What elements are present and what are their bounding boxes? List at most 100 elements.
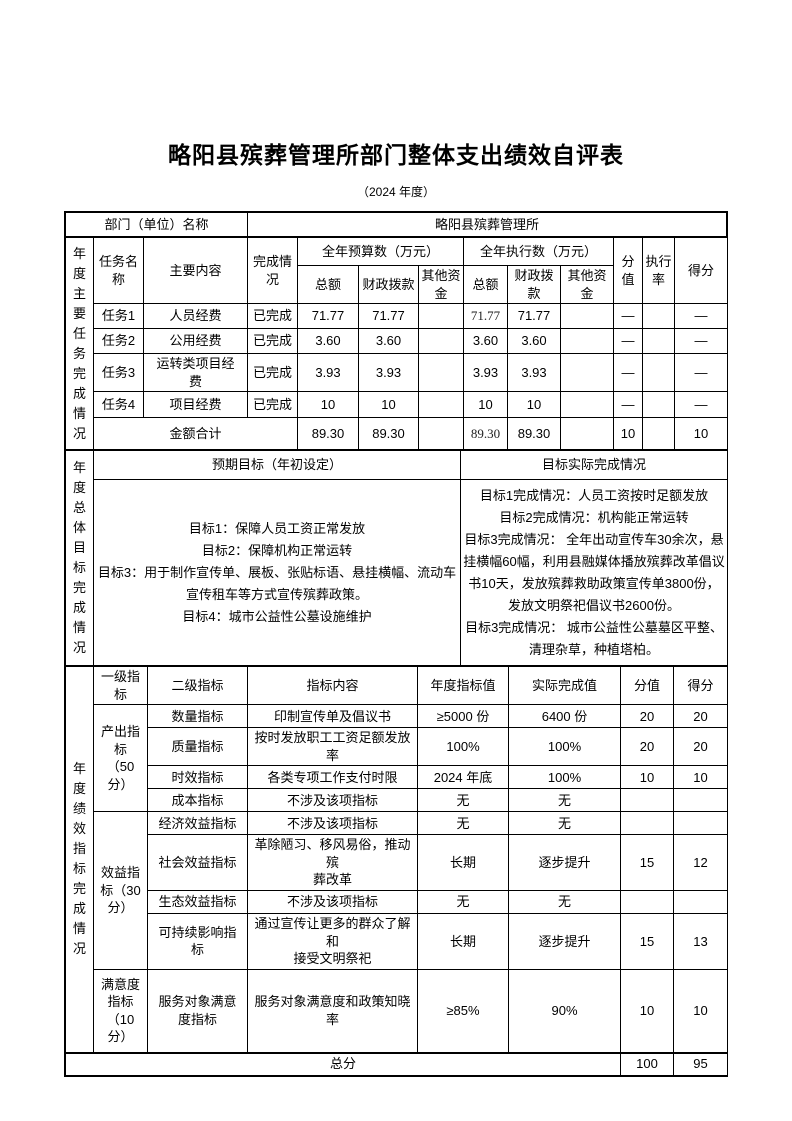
section-c-side-label: 年度绩效指标完成情况 <box>72 761 86 957</box>
task-status: 已完成 <box>247 391 298 419</box>
indicator-target: 长期 <box>417 834 509 892</box>
task-content: 人员经费 <box>143 303 248 330</box>
indicator-row: 社会效益指标 革除陋习、移风易俗，推动殡 葬改革 长期 逐步提升 15 12 <box>66 834 728 892</box>
task-points: — <box>613 328 643 355</box>
task-exec-rate <box>642 391 675 419</box>
sum-exec-total: 89.30 <box>463 417 508 451</box>
task-points: — <box>613 391 643 419</box>
indicator-level2: 社会效益指标 <box>147 834 248 892</box>
indicator-content: 按时发放职工工资足额发放率 <box>247 727 418 767</box>
group-satisfaction-indicators: 满意度 指标 （10 分） <box>93 968 148 1053</box>
task-budget-total: 3.60 <box>297 328 359 355</box>
indicator-target: 2024 年底 <box>417 765 509 790</box>
task-exec-other <box>560 353 614 393</box>
expected-goals-cell: 目标1：保障人员工资正常发放 目标2：保障机构正常运转 目标3：用于制作宣传单、… <box>93 479 461 667</box>
col-header-main-content: 主要内容 <box>143 236 248 305</box>
task-budget-fiscal: 3.60 <box>358 328 419 355</box>
sum-exec-other <box>560 417 614 451</box>
task-content: 项目经费 <box>143 391 248 419</box>
indicator-target: ≥85% <box>417 968 509 1053</box>
col-header-level1-indicator: 一级指标 <box>93 666 148 706</box>
task-budget-total: 3.93 <box>297 353 359 393</box>
task-exec-fiscal: 10 <box>507 391 561 419</box>
task-budget-other <box>418 303 464 330</box>
task-row: 任务3 运转类项目经 费 已完成 3.93 3.93 3.93 3.93 — — <box>66 353 728 393</box>
actual-goal-line: 目标2完成情况：机构能正常运转 <box>499 509 689 525</box>
expected-goal-line: 目标4：城市公益性公墓设施维护 <box>182 608 372 624</box>
indicator-score: 20 <box>673 727 728 767</box>
task-score: — <box>674 391 728 419</box>
indicator-target: ≥5000 份 <box>417 704 509 729</box>
indicator-row: 质量指标 按时发放职工工资足额发放率 100% 100% 20 20 <box>66 727 728 767</box>
task-row: 任务4 项目经费 已完成 10 10 10 10 — — <box>66 391 728 419</box>
group-output-indicators: 产出指 标 （50 分） <box>93 704 148 813</box>
task-budget-total: 71.77 <box>297 303 359 330</box>
indicator-content: 不涉及该项指标 <box>247 788 418 813</box>
task-exec-total: 10 <box>463 391 508 419</box>
col-header-exec-group: 全年执行数（万元） <box>463 237 614 266</box>
indicator-target: 100% <box>417 727 509 767</box>
indicator-level2: 时效指标 <box>147 765 248 790</box>
indicator-row: 产出指 标 （50 分） 数量指标 印制宣传单及倡议书 ≥5000 份 6400… <box>66 704 728 813</box>
col-header-score: 得分 <box>673 666 728 706</box>
expected-goal-line: 目标2：保障机构正常运转 <box>201 542 353 558</box>
indicator-points: 10 <box>620 765 674 790</box>
section-annual-tasks: 年度主要任务完成情况 任务名称 主要内容 完成情况 全年预算数（万元） 全年执行… <box>65 236 728 451</box>
page-subtitle: （2024 年度） <box>356 185 436 199</box>
indicator-points <box>620 890 674 915</box>
task-budget-other <box>418 328 464 355</box>
indicator-level2: 经济效益指标 <box>147 811 248 836</box>
section-a-side-cell: 年度主要任务完成情况 <box>65 236 94 451</box>
task-exec-fiscal: 71.77 <box>507 303 561 330</box>
task-exec-rate <box>642 328 675 355</box>
task-budget-fiscal: 3.93 <box>358 353 419 393</box>
col-header-actual-value: 实际完成值 <box>508 666 621 706</box>
indicator-score: 10 <box>673 968 728 1053</box>
task-points: — <box>613 353 643 393</box>
dept-name-value: 略阳县殡葬管理所 <box>247 212 727 237</box>
task-content: 运转类项目经 费 <box>143 353 248 393</box>
col-header-exec-other: 其他资金 <box>560 264 614 305</box>
indicator-content: 服务对象满意度和政策知晓率 <box>247 968 418 1053</box>
indicator-level2: 服务对象满意 度指标 <box>147 968 248 1053</box>
section-c-side-cell: 年度绩效指标完成情况 <box>65 666 94 1053</box>
indicator-score: 13 <box>673 913 728 970</box>
actual-goal-line: 目标3完成情况： 全年出动宣传车30余次，悬挂横幅60幅，利用县融媒体播放殡葬改… <box>463 531 725 613</box>
task-budget-fiscal: 10 <box>358 391 419 419</box>
task-budget-other <box>418 391 464 419</box>
task-exec-fiscal: 3.60 <box>507 328 561 355</box>
col-header-score: 得分 <box>674 236 728 305</box>
indicator-score: 20 <box>673 704 728 729</box>
indicator-level2: 质量指标 <box>147 727 248 767</box>
sum-budget-total: 89.30 <box>297 417 359 451</box>
col-header-exec-total: 总额 <box>463 264 508 305</box>
indicator-actual: 无 <box>508 788 621 813</box>
indicator-row: 满意度 指标 （10 分） 服务对象满意 度指标 服务对象满意度和政策知晓率 ≥… <box>66 968 728 1053</box>
col-header-annual-target: 年度指标值 <box>417 666 509 706</box>
task-exec-other <box>560 303 614 330</box>
task-name: 任务3 <box>93 353 144 393</box>
section-b-side-label: 年度总体目标完成情况 <box>72 460 86 656</box>
sum-row: 金额合计 89.30 89.30 89.30 89.30 10 10 <box>66 417 728 451</box>
task-exec-other <box>560 328 614 355</box>
dept-name-label: 部门（单位）名称 <box>65 212 248 237</box>
indicator-content: 通过宣传让更多的群众了解和 接受文明祭祀 <box>247 913 418 970</box>
indicator-actual: 无 <box>508 811 621 836</box>
section-annual-goals: 年度总体目标完成情况 预期目标（年初设定） 目标实际完成情况 目标1：保障人员工… <box>65 450 728 667</box>
actual-goals-cell: 目标1完成情况：人员工资按时足额发放 目标2完成情况：机构能正常运转 目标3完成… <box>460 479 728 667</box>
col-header-indicator-content: 指标内容 <box>247 666 418 706</box>
col-header-exec-rate: 执行率 <box>642 236 675 305</box>
task-content: 公用经费 <box>143 328 248 355</box>
indicator-content: 各类专项工作支付时限 <box>247 765 418 790</box>
indicator-content: 不涉及该项指标 <box>247 811 418 836</box>
sum-exec-fiscal: 89.30 <box>507 417 561 451</box>
col-header-budget-total: 总额 <box>297 264 359 305</box>
evaluation-table: 部门（单位）名称 略阳县殡葬管理所 年度主要任务完成情况 任务名称 主要内容 完… <box>64 211 728 1077</box>
group-benefit-indicators: 效益指 标（30 分） <box>93 811 148 970</box>
col-header-budget-group: 全年预算数（万元） <box>297 237 464 266</box>
task-exec-fiscal: 3.93 <box>507 353 561 393</box>
indicator-actual: 90% <box>508 968 621 1053</box>
section-performance-indicators: 年度绩效指标完成情况 一级指标 二级指标 指标内容 年度指标值 实际完成值 分值… <box>65 666 728 1053</box>
task-score: — <box>674 353 728 393</box>
